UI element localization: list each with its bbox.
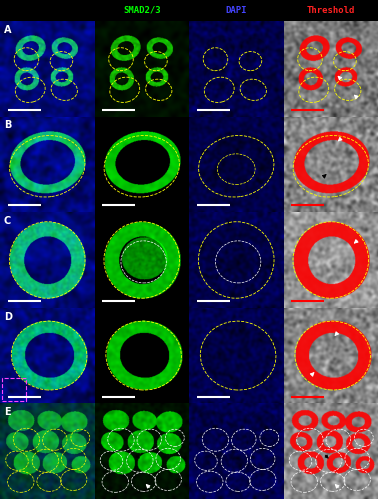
Text: DAPI: DAPI [226, 6, 247, 15]
Text: D: D [4, 311, 12, 322]
Text: C: C [4, 216, 11, 226]
Text: Threshold: Threshold [307, 6, 355, 15]
Text: E: E [4, 407, 11, 417]
Text: A: A [4, 25, 11, 35]
Text: B: B [4, 120, 11, 130]
Bar [2, 378, 26, 402]
Text: SMAD2/3: SMAD2/3 [123, 6, 161, 15]
